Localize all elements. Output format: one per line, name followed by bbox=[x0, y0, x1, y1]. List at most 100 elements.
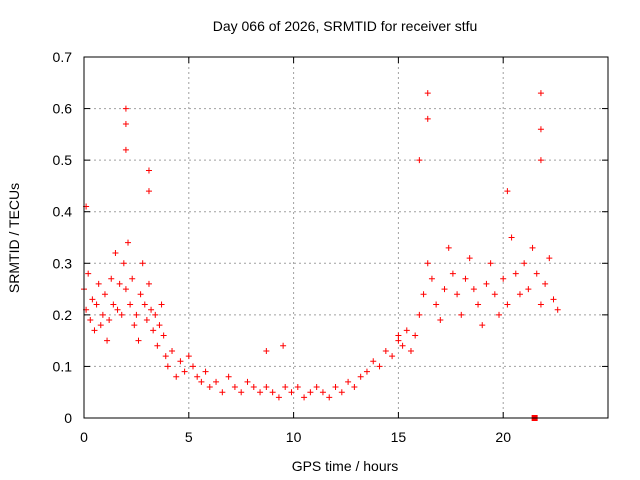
data-point bbox=[307, 389, 314, 396]
data-point bbox=[338, 389, 345, 396]
data-point bbox=[319, 389, 326, 396]
data-point bbox=[288, 389, 295, 396]
data-point bbox=[97, 322, 104, 329]
data-point bbox=[120, 260, 127, 267]
data-point bbox=[441, 286, 448, 293]
x-tick-label: 0 bbox=[80, 429, 88, 445]
data-point bbox=[454, 291, 461, 298]
data-point bbox=[162, 353, 169, 360]
data-point bbox=[116, 280, 123, 287]
data-point bbox=[154, 342, 161, 349]
data-point bbox=[131, 322, 138, 329]
data-point bbox=[399, 342, 406, 349]
y-tick-label: 0.1 bbox=[53, 358, 73, 374]
data-point bbox=[125, 239, 132, 246]
data-point bbox=[351, 384, 358, 391]
data-point bbox=[122, 121, 129, 128]
data-point bbox=[213, 378, 220, 385]
data-point bbox=[145, 280, 152, 287]
data-point bbox=[122, 286, 129, 293]
data-point bbox=[496, 311, 503, 318]
data-point bbox=[85, 270, 92, 277]
y-tick-label: 0.6 bbox=[53, 101, 73, 117]
data-point bbox=[550, 296, 557, 303]
data-point bbox=[198, 378, 205, 385]
data-point bbox=[294, 384, 301, 391]
data-point bbox=[516, 291, 523, 298]
x-tick-label: 5 bbox=[185, 429, 193, 445]
y-tick-label: 0.5 bbox=[53, 152, 73, 168]
data-point bbox=[101, 291, 108, 298]
data-point bbox=[537, 301, 544, 308]
y-tick-label: 0.4 bbox=[53, 204, 73, 220]
data-point bbox=[521, 260, 528, 267]
data-point bbox=[487, 260, 494, 267]
data-point bbox=[508, 234, 515, 241]
data-point bbox=[194, 373, 201, 380]
data-point bbox=[433, 301, 440, 308]
data-point bbox=[133, 311, 140, 318]
data-point bbox=[424, 115, 431, 122]
data-point bbox=[504, 301, 511, 308]
data-point bbox=[357, 373, 364, 380]
data-point bbox=[87, 317, 94, 324]
data-point bbox=[135, 337, 142, 344]
data-point bbox=[106, 317, 113, 324]
data-point bbox=[95, 280, 102, 287]
data-point bbox=[141, 301, 148, 308]
data-point bbox=[416, 157, 423, 164]
data-point bbox=[376, 363, 383, 370]
x-axis-label: GPS time / hours bbox=[292, 458, 399, 474]
data-point bbox=[445, 244, 452, 251]
y-axis-label: SRMTID / TECUs bbox=[6, 183, 22, 293]
data-point bbox=[173, 373, 180, 380]
data-point bbox=[104, 337, 111, 344]
data-point bbox=[158, 301, 165, 308]
data-point bbox=[244, 378, 251, 385]
x-tick-label: 20 bbox=[495, 429, 511, 445]
data-point bbox=[363, 368, 370, 375]
data-point bbox=[301, 394, 308, 401]
x-tick-label: 15 bbox=[391, 429, 407, 445]
data-point bbox=[238, 389, 245, 396]
y-tick-label: 0 bbox=[64, 410, 72, 426]
data-point bbox=[546, 255, 553, 262]
data-point bbox=[525, 286, 532, 293]
data-point bbox=[189, 363, 196, 370]
data-point bbox=[139, 260, 146, 267]
data-point bbox=[177, 358, 184, 365]
data-point bbox=[542, 280, 549, 287]
data-point bbox=[395, 332, 402, 339]
data-point bbox=[257, 389, 264, 396]
data-point bbox=[150, 327, 157, 334]
data-point bbox=[127, 301, 134, 308]
data-point bbox=[500, 275, 507, 282]
data-point bbox=[263, 384, 270, 391]
data-point bbox=[326, 394, 333, 401]
data-point bbox=[156, 322, 163, 329]
data-point bbox=[108, 275, 115, 282]
data-point bbox=[148, 306, 155, 313]
data-point bbox=[529, 244, 536, 251]
y-tick-label: 0.2 bbox=[53, 307, 73, 323]
data-point bbox=[282, 384, 289, 391]
data-point bbox=[269, 389, 276, 396]
data-point bbox=[458, 311, 465, 318]
data-point bbox=[483, 280, 490, 287]
data-point bbox=[412, 332, 419, 339]
data-point bbox=[475, 301, 482, 308]
data-point bbox=[122, 146, 129, 153]
data-point bbox=[395, 337, 402, 344]
data-point bbox=[160, 332, 167, 339]
data-point bbox=[332, 384, 339, 391]
data-point bbox=[313, 384, 320, 391]
data-point bbox=[537, 157, 544, 164]
data-point bbox=[99, 311, 106, 318]
chart-title: Day 066 of 2026, SRMTID for receiver stf… bbox=[213, 18, 478, 34]
data-point bbox=[504, 188, 511, 195]
y-tick-label: 0.7 bbox=[53, 49, 73, 65]
data-point bbox=[225, 373, 232, 380]
data-point bbox=[512, 270, 519, 277]
